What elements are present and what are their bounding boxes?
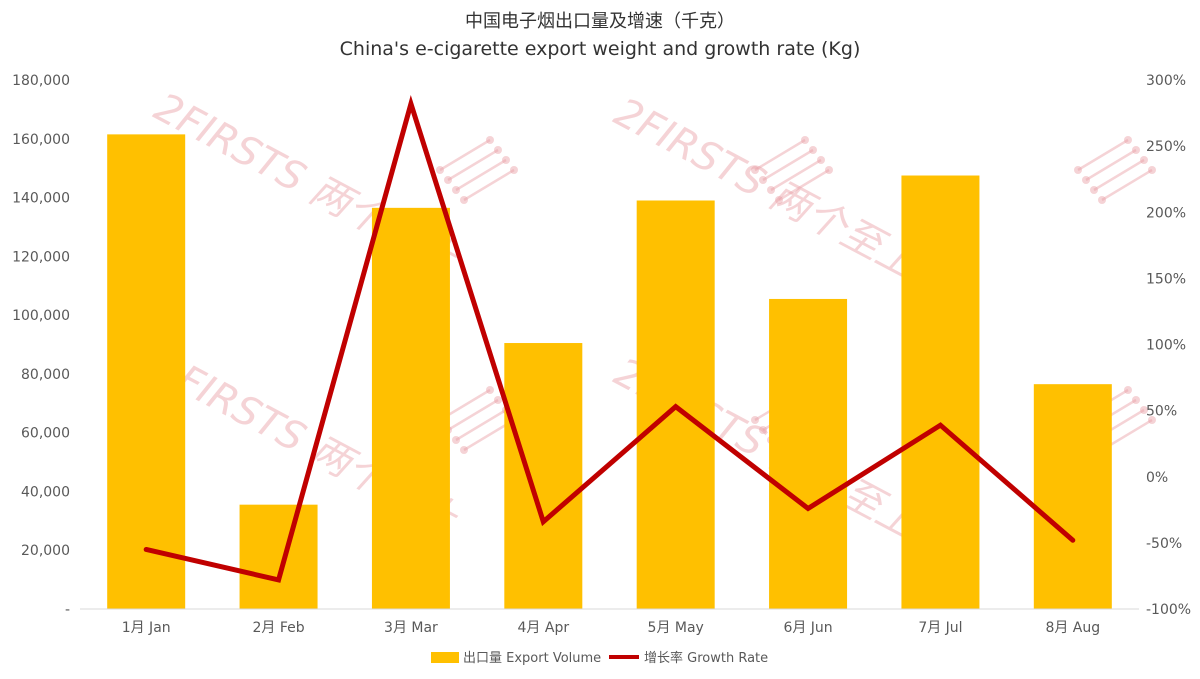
right-tick-label: 50% — [1146, 404, 1177, 420]
right-tick-label: 0% — [1146, 470, 1168, 486]
growth-rate-line — [143, 95, 1076, 583]
left-tick-label: 60,000 — [21, 426, 70, 442]
watermark-circuit-icon — [434, 134, 520, 206]
left-tick-label: 120,000 — [12, 249, 70, 265]
watermark-circuit-icon — [1072, 134, 1158, 206]
right-tick-label: -100% — [1146, 602, 1191, 618]
bar-6 — [769, 298, 848, 609]
left-tick-label: 140,000 — [12, 191, 70, 207]
bar-4 — [504, 343, 583, 609]
x-tick-label: 5月 May — [648, 620, 704, 636]
x-tick-label: 3月 Mar — [384, 620, 438, 636]
chart-title: 中国电子烟出口量及增速（千克） — [465, 11, 735, 32]
bar-2 — [239, 504, 318, 609]
left-tick-label: 20,000 — [21, 543, 70, 559]
legend: 出口量 Export Volume 增长率 Growth Rate — [431, 650, 768, 666]
right-tick-label: 100% — [1146, 338, 1186, 354]
legend-label-bar: 出口量 Export Volume — [463, 651, 601, 666]
x-tick-label: 7月 Jul — [918, 620, 962, 636]
right-tick-label: 150% — [1146, 271, 1186, 287]
chart-subtitle: China's e-cigarette export weight and gr… — [340, 38, 861, 60]
bar-7 — [901, 175, 980, 609]
left-axis: - 20,000 40,000 60,000 80,000 100,000 120,000 1… — [12, 73, 70, 618]
right-axis: -100% -50% 0% 50% 100% 150% 200% 250% 300% — [1146, 73, 1191, 618]
right-tick-label: 300% — [1146, 73, 1186, 89]
left-tick-label: 40,000 — [21, 484, 70, 500]
legend-label-line: 增长率 Growth Rate — [644, 650, 768, 666]
x-axis: 1月 Jan 2月 Feb 3月 Mar 4月 Apr 5月 May 6月 Jun 7月 J… — [122, 620, 1100, 636]
left-tick-label: 160,000 — [12, 132, 70, 148]
x-tick-label: 8月 Aug — [1045, 620, 1100, 636]
x-tick-label: 1月 Jan — [122, 620, 171, 636]
bar-8 — [1033, 384, 1112, 609]
bar-series — [107, 134, 1112, 609]
right-tick-label: 200% — [1146, 205, 1186, 221]
bar-3 — [371, 207, 450, 609]
left-tick-label: 80,000 — [21, 367, 70, 383]
left-tick-label: 180,000 — [12, 73, 70, 89]
x-tick-label: 4月 Apr — [518, 620, 570, 636]
legend-swatch-bar — [431, 652, 459, 663]
x-tick-label: 6月 Jun — [783, 620, 832, 636]
left-tick-label: - — [65, 602, 70, 618]
right-tick-label: -50% — [1146, 536, 1182, 552]
x-tick-label: 2月 Feb — [252, 620, 304, 636]
line-series — [143, 95, 1076, 583]
right-tick-label: 250% — [1146, 139, 1186, 155]
left-tick-label: 100,000 — [12, 308, 70, 324]
bar-1 — [107, 134, 186, 609]
